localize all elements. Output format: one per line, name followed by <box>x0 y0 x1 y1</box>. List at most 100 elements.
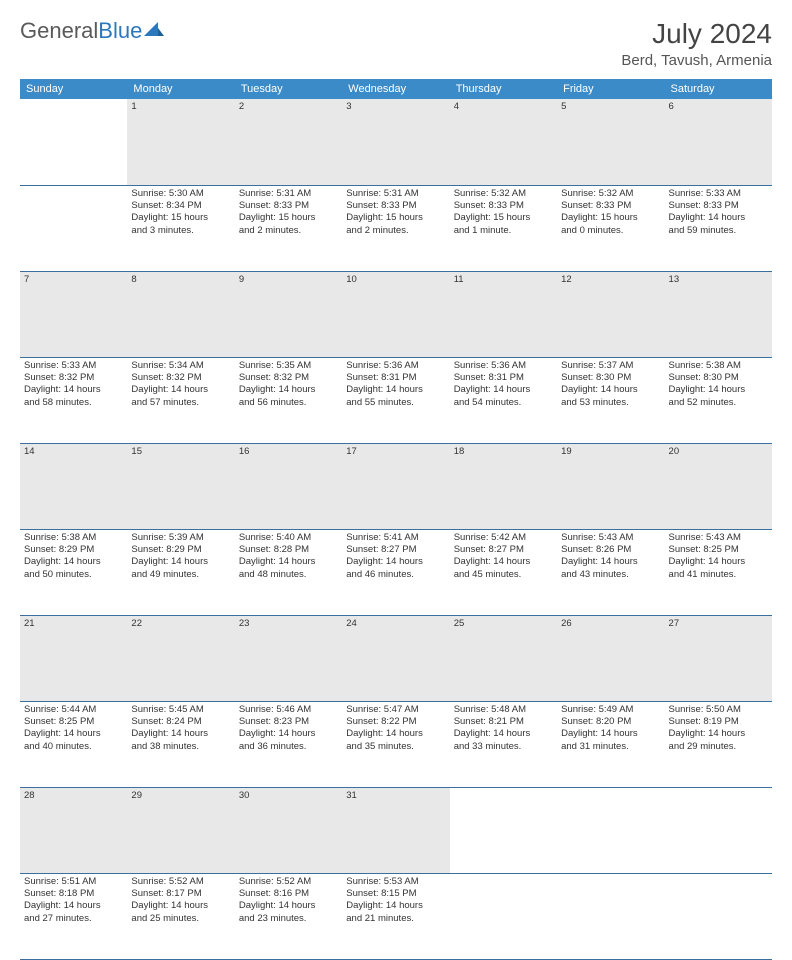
day-info-line: Sunset: 8:33 PM <box>669 200 768 212</box>
day-info-line: and 25 minutes. <box>131 913 230 925</box>
day-cell: Sunrise: 5:37 AMSunset: 8:30 PMDaylight:… <box>557 357 664 443</box>
day-info-line: Sunrise: 5:48 AM <box>454 704 553 716</box>
day-info-line: Sunset: 8:16 PM <box>239 888 338 900</box>
day-number: 25 <box>450 615 557 701</box>
day-info-line: Daylight: 14 hours <box>239 900 338 912</box>
day-cell: Sunrise: 5:43 AMSunset: 8:26 PMDaylight:… <box>557 529 664 615</box>
day-number: 28 <box>20 787 127 873</box>
day-info-line: Sunset: 8:27 PM <box>346 544 445 556</box>
day-info-line: Daylight: 14 hours <box>669 212 768 224</box>
day-info-line: Daylight: 14 hours <box>346 384 445 396</box>
day-info-line: Sunrise: 5:30 AM <box>131 188 230 200</box>
day-info-line: Sunset: 8:23 PM <box>239 716 338 728</box>
day-info-line: Sunset: 8:29 PM <box>131 544 230 556</box>
calendar-body: 123456Sunrise: 5:30 AMSunset: 8:34 PMDay… <box>20 99 772 959</box>
day-info-line: Daylight: 14 hours <box>24 384 123 396</box>
day-cell: Sunrise: 5:48 AMSunset: 8:21 PMDaylight:… <box>450 701 557 787</box>
day-info-line: Sunset: 8:29 PM <box>24 544 123 556</box>
day-info-line: Daylight: 14 hours <box>561 556 660 568</box>
day-number: 7 <box>20 271 127 357</box>
day-cell: Sunrise: 5:33 AMSunset: 8:33 PMDaylight:… <box>665 185 772 271</box>
page-header: GeneralBlue July 2024 Berd, Tavush, Arme… <box>20 18 772 69</box>
day-number: 3 <box>342 99 449 185</box>
day-cell: Sunrise: 5:31 AMSunset: 8:33 PMDaylight:… <box>342 185 449 271</box>
day-info-line: and 49 minutes. <box>131 569 230 581</box>
day-info-line: Sunset: 8:34 PM <box>131 200 230 212</box>
day-info-line: and 27 minutes. <box>24 913 123 925</box>
day-cell: Sunrise: 5:30 AMSunset: 8:34 PMDaylight:… <box>127 185 234 271</box>
day-info-line: Sunset: 8:32 PM <box>131 372 230 384</box>
day-info-line: Daylight: 14 hours <box>669 728 768 740</box>
day-number: 19 <box>557 443 664 529</box>
day-info-line: and 2 minutes. <box>346 225 445 237</box>
day-cell <box>20 185 127 271</box>
day-cell <box>557 873 664 959</box>
day-info-line: Daylight: 14 hours <box>454 384 553 396</box>
day-info-line: and 57 minutes. <box>131 397 230 409</box>
weekday-header: Sunday <box>20 79 127 99</box>
location-text: Berd, Tavush, Armenia <box>621 52 772 69</box>
day-info-line: Daylight: 15 hours <box>239 212 338 224</box>
day-info-line: Sunrise: 5:36 AM <box>346 360 445 372</box>
day-info-line: and 31 minutes. <box>561 741 660 753</box>
day-info-line: and 54 minutes. <box>454 397 553 409</box>
day-info-line: and 38 minutes. <box>131 741 230 753</box>
day-info-line: and 29 minutes. <box>669 741 768 753</box>
day-number: 30 <box>235 787 342 873</box>
day-info-line: Sunrise: 5:31 AM <box>239 188 338 200</box>
day-info-line: Sunset: 8:33 PM <box>346 200 445 212</box>
day-number: 9 <box>235 271 342 357</box>
day-info-line: Daylight: 14 hours <box>346 900 445 912</box>
day-cell: Sunrise: 5:38 AMSunset: 8:29 PMDaylight:… <box>20 529 127 615</box>
day-info-line: Sunrise: 5:43 AM <box>669 532 768 544</box>
day-number: 23 <box>235 615 342 701</box>
day-info-line: Sunrise: 5:50 AM <box>669 704 768 716</box>
day-number: 1 <box>127 99 234 185</box>
day-info-line: Sunrise: 5:41 AM <box>346 532 445 544</box>
day-number-row: 21222324252627 <box>20 615 772 701</box>
day-info-line: Daylight: 14 hours <box>24 556 123 568</box>
day-info-line: Daylight: 14 hours <box>131 556 230 568</box>
day-info-line: Sunrise: 5:33 AM <box>669 188 768 200</box>
day-info-line: and 56 minutes. <box>239 397 338 409</box>
day-info-line: and 36 minutes. <box>239 741 338 753</box>
day-info-line: Sunset: 8:21 PM <box>454 716 553 728</box>
day-info-line: Sunrise: 5:40 AM <box>239 532 338 544</box>
day-info-line: and 48 minutes. <box>239 569 338 581</box>
day-info-line: Sunset: 8:33 PM <box>454 200 553 212</box>
day-info-line: Sunrise: 5:39 AM <box>131 532 230 544</box>
day-info-line: and 1 minute. <box>454 225 553 237</box>
day-number: 8 <box>127 271 234 357</box>
day-info-line: and 55 minutes. <box>346 397 445 409</box>
day-info-line: Sunset: 8:31 PM <box>346 372 445 384</box>
day-info-line: Sunrise: 5:43 AM <box>561 532 660 544</box>
day-info-line: Sunset: 8:17 PM <box>131 888 230 900</box>
weekday-header: Tuesday <box>235 79 342 99</box>
logo: GeneralBlue <box>20 18 164 44</box>
day-info-line: Sunrise: 5:32 AM <box>454 188 553 200</box>
day-info-line: Sunrise: 5:42 AM <box>454 532 553 544</box>
title-block: July 2024 Berd, Tavush, Armenia <box>621 18 772 69</box>
day-info-line: Daylight: 15 hours <box>561 212 660 224</box>
day-info-line: Daylight: 14 hours <box>454 556 553 568</box>
day-info-line: Daylight: 14 hours <box>239 384 338 396</box>
day-number <box>557 787 664 873</box>
weekday-header: Monday <box>127 79 234 99</box>
day-info-line: Daylight: 15 hours <box>346 212 445 224</box>
day-info-line: Daylight: 14 hours <box>131 384 230 396</box>
day-info-line: Sunrise: 5:32 AM <box>561 188 660 200</box>
day-info-line: Sunrise: 5:45 AM <box>131 704 230 716</box>
day-info-line: and 58 minutes. <box>24 397 123 409</box>
day-info-line: Sunset: 8:32 PM <box>239 372 338 384</box>
day-cell: Sunrise: 5:52 AMSunset: 8:17 PMDaylight:… <box>127 873 234 959</box>
day-info-line: Daylight: 14 hours <box>131 900 230 912</box>
day-info-line: and 50 minutes. <box>24 569 123 581</box>
day-info-line: Sunset: 8:30 PM <box>561 372 660 384</box>
day-info-line: and 33 minutes. <box>454 741 553 753</box>
day-cell: Sunrise: 5:43 AMSunset: 8:25 PMDaylight:… <box>665 529 772 615</box>
day-info-line: Sunset: 8:31 PM <box>454 372 553 384</box>
day-content-row: Sunrise: 5:30 AMSunset: 8:34 PM Daylight:… <box>20 185 772 271</box>
day-info-line: Daylight: 14 hours <box>24 728 123 740</box>
day-number: 5 <box>557 99 664 185</box>
day-content-row: Sunrise: 5:38 AMSunset: 8:29 PMDaylight:… <box>20 529 772 615</box>
